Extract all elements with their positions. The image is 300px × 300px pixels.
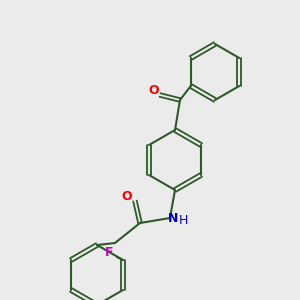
Text: O: O (122, 190, 132, 203)
Text: H: H (178, 214, 188, 226)
Text: O: O (149, 85, 159, 98)
Text: N: N (168, 212, 178, 224)
Text: F: F (105, 247, 113, 260)
